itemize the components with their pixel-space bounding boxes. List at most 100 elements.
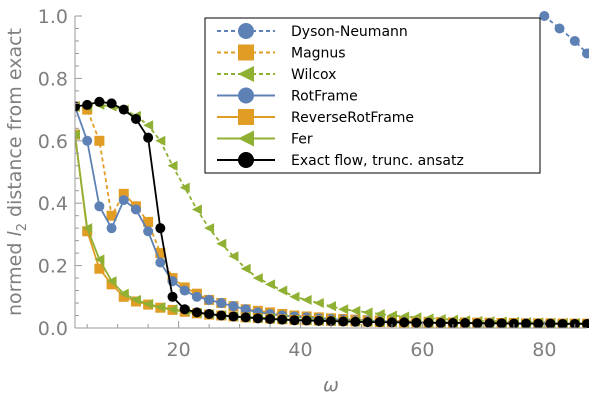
y-tick-label: 0.8 bbox=[38, 68, 68, 90]
y-tick-label: 0.6 bbox=[38, 131, 68, 153]
legend-marker bbox=[238, 109, 254, 125]
data-point-wilcox bbox=[289, 291, 300, 302]
data-point-exact-flow-trunc-ansatz bbox=[143, 132, 154, 143]
data-point-exact-flow-trunc-ansatz bbox=[252, 313, 263, 324]
legend-label: Wilcox bbox=[291, 67, 336, 83]
data-point-exact-flow-trunc-ansatz bbox=[326, 316, 336, 327]
data-point-magnus bbox=[155, 248, 166, 259]
data-point-exact-flow-trunc-ansatz bbox=[228, 311, 239, 322]
data-point-exact-flow-trunc-ansatz bbox=[179, 304, 190, 315]
legend-label: RotFrame bbox=[291, 89, 358, 105]
data-point-exact-flow-trunc-ansatz bbox=[533, 318, 544, 328]
data-point-exact-flow-trunc-ansatz bbox=[374, 317, 385, 328]
data-point-rotframe bbox=[240, 304, 251, 315]
legend-marker bbox=[238, 23, 254, 39]
data-point-reverserotframe bbox=[82, 226, 93, 237]
data-point-exact-flow-trunc-ansatz bbox=[338, 316, 349, 327]
data-point-magnus bbox=[118, 188, 129, 199]
data-point-magnus bbox=[143, 216, 154, 227]
data-point-rotframe bbox=[179, 285, 190, 296]
data-point-dyson-neumann bbox=[539, 11, 550, 21]
legend-item-wilcox: Wilcox bbox=[217, 66, 336, 83]
data-point-exact-flow-trunc-ansatz bbox=[460, 318, 471, 328]
data-point-fer bbox=[130, 294, 141, 305]
data-point-exact-flow-trunc-ansatz bbox=[545, 318, 556, 328]
series-dyson-neumann bbox=[539, 11, 589, 59]
data-point-wilcox bbox=[277, 285, 288, 296]
data-point-wilcox bbox=[155, 135, 166, 146]
data-point-wilcox bbox=[362, 307, 373, 318]
legend-item-dyson-neumann: Dyson-Neumann bbox=[217, 23, 408, 40]
data-point-rotframe bbox=[216, 298, 227, 309]
data-point-dyson-neumann bbox=[554, 23, 565, 34]
data-point-exact-flow-trunc-ansatz bbox=[301, 315, 312, 326]
legend-label: Exact flow, trunc. ansatz bbox=[291, 153, 464, 169]
data-point-exact-flow-trunc-ansatz bbox=[557, 318, 568, 328]
data-point-reverserotframe bbox=[94, 263, 105, 274]
y-tick-label: 1.0 bbox=[38, 6, 68, 28]
x-tick-label: 40 bbox=[288, 339, 312, 361]
data-point-reverserotframe bbox=[106, 279, 117, 290]
data-point-exact-flow-trunc-ansatz bbox=[313, 315, 324, 326]
data-point-exact-flow-trunc-ansatz bbox=[277, 314, 288, 325]
data-point-exact-flow-trunc-ansatz bbox=[521, 318, 532, 328]
data-point-exact-flow-trunc-ansatz bbox=[265, 313, 276, 324]
data-point-exact-flow-trunc-ansatz bbox=[435, 318, 446, 328]
data-point-rotframe bbox=[82, 135, 93, 146]
legend-item-fer: Fer bbox=[217, 130, 313, 148]
data-point-rotframe bbox=[155, 257, 166, 268]
legend-marker bbox=[238, 44, 254, 61]
data-point-exact-flow-trunc-ansatz bbox=[167, 291, 178, 302]
data-point-exact-flow-trunc-ansatz bbox=[216, 310, 227, 321]
data-point-wilcox bbox=[240, 263, 251, 274]
legend-item-magnus: Magnus bbox=[217, 44, 346, 62]
legend-label: Fer bbox=[291, 132, 313, 148]
legend-label: ReverseRotFrame bbox=[291, 110, 414, 126]
data-point-exact-flow-trunc-ansatz bbox=[472, 318, 483, 328]
data-point-wilcox bbox=[143, 120, 154, 131]
data-point-rotframe bbox=[143, 226, 154, 237]
data-point-rotframe bbox=[228, 301, 239, 312]
data-point-wilcox bbox=[374, 308, 385, 319]
legend-item-rotframe: RotFrame bbox=[217, 87, 358, 105]
legend-marker bbox=[238, 152, 254, 168]
data-point-wilcox bbox=[167, 160, 178, 171]
data-point-exact-flow-trunc-ansatz bbox=[130, 113, 141, 124]
plot-area bbox=[75, 11, 589, 328]
data-point-exact-flow-trunc-ansatz bbox=[496, 318, 507, 328]
data-point-magnus bbox=[94, 135, 105, 146]
data-point-wilcox bbox=[301, 294, 312, 305]
legend-marker bbox=[238, 87, 254, 104]
data-point-fer bbox=[167, 304, 178, 315]
data-point-wilcox bbox=[252, 273, 263, 284]
legend: Dyson-Neumann Magnus Wilcox RotFrame Reverse… bbox=[204, 17, 541, 174]
data-point-exact-flow-trunc-ansatz bbox=[75, 101, 80, 112]
data-point-exact-flow-trunc-ansatz bbox=[106, 98, 117, 109]
data-point-exact-flow-trunc-ansatz bbox=[508, 318, 519, 328]
data-point-exact-flow-trunc-ansatz bbox=[362, 317, 373, 328]
x-tick-label: 20 bbox=[167, 339, 191, 361]
data-point-rotframe bbox=[118, 195, 129, 206]
legend-label: Magnus bbox=[291, 46, 346, 62]
data-point-fer bbox=[155, 302, 166, 313]
data-point-wilcox bbox=[265, 279, 276, 290]
y-tick-label: 0.0 bbox=[38, 318, 68, 340]
data-point-exact-flow-trunc-ansatz bbox=[94, 96, 105, 107]
data-point-rotframe bbox=[106, 223, 117, 234]
x-axis-label: ω bbox=[323, 374, 339, 396]
data-point-exact-flow-trunc-ansatz bbox=[191, 307, 202, 318]
data-point-exact-flow-trunc-ansatz bbox=[582, 318, 589, 328]
data-point-wilcox bbox=[216, 238, 227, 249]
data-point-wilcox bbox=[350, 305, 361, 316]
x-tick-label: 80 bbox=[532, 339, 556, 361]
data-point-exact-flow-trunc-ansatz bbox=[118, 104, 129, 115]
data-point-fer bbox=[106, 276, 117, 287]
data-point-rotframe bbox=[94, 201, 105, 212]
data-point-magnus bbox=[106, 210, 117, 221]
data-point-exact-flow-trunc-ansatz bbox=[399, 317, 410, 328]
series-line-dyson-neumann bbox=[543, 15, 588, 55]
data-point-exact-flow-trunc-ansatz bbox=[350, 316, 361, 327]
series-exact-flow-trunc-ansatz bbox=[75, 96, 589, 328]
data-point-fer bbox=[82, 223, 93, 234]
data-point-wilcox bbox=[191, 204, 202, 215]
